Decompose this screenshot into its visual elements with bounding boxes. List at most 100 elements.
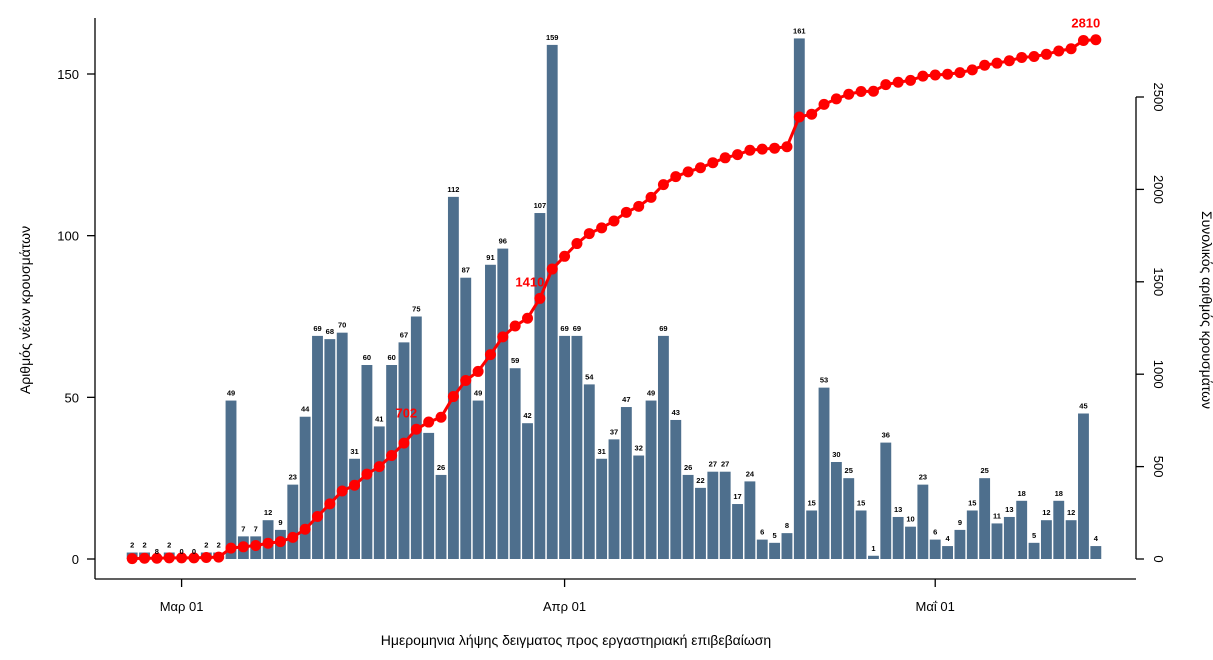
x-tick-label: Μαρ 01	[160, 599, 204, 614]
bar-label: 0	[180, 547, 184, 556]
bar-label: 161	[793, 26, 806, 35]
bar	[1016, 500, 1028, 559]
bar	[522, 423, 533, 559]
cumulative-point	[299, 523, 311, 535]
bar-label: 25	[845, 466, 853, 475]
bar-label: 26	[437, 463, 445, 472]
bar	[769, 542, 781, 559]
bar	[559, 335, 571, 559]
cumulative-point	[1016, 51, 1028, 63]
bar-label: 27	[721, 460, 729, 469]
bar-label: 24	[746, 469, 755, 478]
cumulative-point	[200, 552, 212, 564]
bar-label: 12	[264, 508, 272, 517]
x-axis-title: Ημερομηνια λήψης δειγματος προς εργαστηρ…	[381, 632, 771, 648]
cumulative-annotation: 702	[395, 405, 417, 420]
bar-label: 17	[733, 492, 741, 501]
bar-label: 69	[659, 324, 667, 333]
bar-label: 60	[363, 353, 371, 362]
cumulative-point	[707, 157, 719, 169]
bar-label: 36	[882, 431, 890, 440]
bar	[966, 510, 978, 559]
cumulative-annotations: 702 1410 2810	[395, 16, 1100, 421]
bar-label: 49	[474, 389, 482, 398]
bar	[732, 504, 743, 559]
bar-label: 49	[227, 389, 235, 398]
cumulative-point	[311, 511, 323, 522]
bar	[868, 555, 879, 559]
bar	[373, 426, 385, 559]
bar-label: 2	[217, 541, 221, 550]
cumulative-point	[188, 552, 200, 564]
bar	[608, 439, 620, 559]
right-tick-label: 1000	[1151, 360, 1166, 389]
cumulative-point	[633, 200, 645, 212]
cumulative-point	[657, 179, 669, 191]
bar-label: 67	[400, 330, 408, 339]
bar	[1065, 520, 1077, 559]
bar-label: 112	[447, 185, 459, 194]
bar-label: 4	[945, 534, 950, 543]
cumulative-point	[843, 88, 855, 100]
bar-label: 1	[871, 544, 875, 553]
cumulative-point	[484, 349, 496, 361]
cumulative-point	[855, 85, 867, 97]
cumulative-point	[880, 79, 892, 91]
cumulative-point	[793, 111, 805, 123]
cumulative-point	[126, 553, 138, 565]
bar-label: 5	[1032, 531, 1036, 540]
cumulative-point	[1028, 51, 1040, 63]
bar	[843, 478, 855, 559]
bar-label: 13	[1005, 505, 1013, 514]
bar-label: 11	[993, 511, 1001, 520]
bar-label: 23	[289, 473, 297, 482]
cumulative-point	[472, 365, 484, 377]
bar-series-new-cases	[126, 38, 1102, 560]
cumulative-point	[830, 93, 842, 105]
bar-label: 6	[933, 528, 937, 537]
cumulative-point	[460, 374, 472, 386]
cumulative-point	[386, 450, 398, 462]
bar-label: 49	[647, 389, 655, 398]
cumulative-point	[287, 531, 299, 543]
bar	[979, 478, 991, 559]
bar-label: 27	[709, 460, 717, 469]
cumulative-point	[213, 551, 225, 563]
cumulative-point	[645, 191, 657, 203]
bar-label: 43	[672, 408, 680, 417]
cumulative-point	[522, 312, 534, 324]
bar	[670, 419, 682, 559]
bar-label: 31	[597, 447, 605, 456]
cumulative-point	[806, 108, 818, 120]
cumulative-point	[1090, 34, 1102, 46]
bar-label: 60	[387, 353, 395, 362]
bar-label: 68	[326, 327, 334, 336]
cumulative-point	[336, 485, 348, 497]
cumulative-point	[979, 59, 991, 71]
bar	[682, 474, 694, 559]
cumulative-point	[237, 541, 249, 553]
bar	[336, 332, 348, 559]
cumulative-point	[324, 498, 336, 510]
bar-label: 9	[958, 518, 962, 527]
cumulative-point	[1040, 48, 1052, 60]
bar	[954, 529, 966, 559]
bar	[719, 471, 731, 559]
cumulative-point	[769, 142, 781, 154]
cumulative-point	[559, 250, 571, 262]
bar	[398, 342, 410, 559]
cumulative-point	[719, 152, 731, 164]
cumulative-point	[781, 141, 793, 153]
cumulative-point	[694, 162, 706, 174]
cumulative-point	[682, 166, 694, 178]
cumulative-point	[818, 98, 830, 110]
bar	[423, 432, 435, 559]
cumulative-point	[991, 57, 1003, 69]
bar	[917, 484, 929, 559]
bar-label: 10	[906, 515, 914, 524]
bar-label: 12	[1042, 508, 1050, 517]
bar	[460, 277, 472, 559]
bar-label: 2	[142, 541, 146, 550]
cumulative-point	[435, 411, 447, 423]
